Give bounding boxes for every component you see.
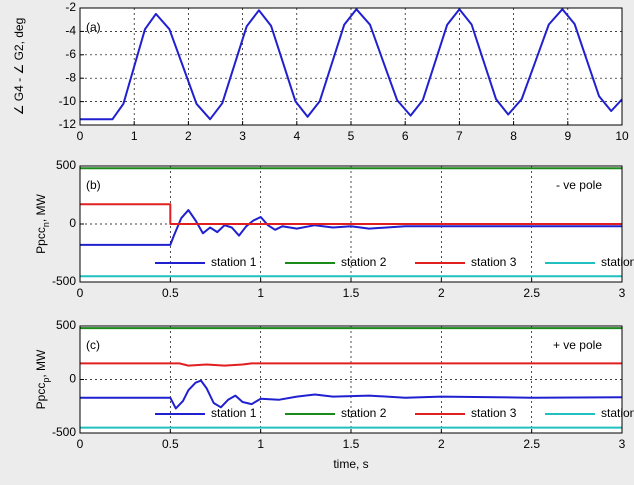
y-tick-label: -2 xyxy=(65,0,76,14)
legend-label: station 1 xyxy=(211,255,257,269)
panel-label: (b) xyxy=(86,178,101,192)
y-axis-label: ∠ G4 - ∠ G2, deg xyxy=(12,18,26,116)
x-tick-label: 4 xyxy=(293,129,300,143)
x-tick-label: 5 xyxy=(348,129,355,143)
x-tick-label: 1.5 xyxy=(343,437,360,451)
y-axis-label-text: Ppcc xyxy=(34,227,48,254)
x-tick-label: 1 xyxy=(257,437,264,451)
legend-label: station 1 xyxy=(211,406,257,420)
x-tick-label: 0.5 xyxy=(162,286,179,300)
x-tick-label: 1 xyxy=(257,286,264,300)
panel-label: (a) xyxy=(86,20,101,34)
x-tick-label: 2 xyxy=(438,437,445,451)
legend-label: station 3 xyxy=(471,406,517,420)
y-tick-label: 500 xyxy=(56,318,76,332)
legend-label: station 4 xyxy=(601,406,634,420)
y-tick-label: 500 xyxy=(56,158,76,172)
y-axis-label: Ppccp, MW xyxy=(34,349,51,409)
x-tick-label: 1.5 xyxy=(343,286,360,300)
x-tick-label: 6 xyxy=(402,129,409,143)
legend-label: station 4 xyxy=(601,255,634,269)
y-tick-label: -500 xyxy=(52,274,76,288)
y-tick-label: -6 xyxy=(65,47,76,61)
series-line xyxy=(80,203,622,225)
y-tick-label: -10 xyxy=(59,94,77,108)
axes-frame xyxy=(79,165,623,283)
x-tick-label: 3 xyxy=(619,286,626,300)
x-tick-label: 2 xyxy=(438,286,445,300)
series-line xyxy=(80,8,623,121)
x-tick-label: 0 xyxy=(77,129,84,143)
x-tick-label: 2.5 xyxy=(523,437,540,451)
series-line xyxy=(80,209,622,246)
x-tick-label: 3 xyxy=(619,437,626,451)
y-axis-label: Ppccn, MW xyxy=(34,193,51,253)
x-tick-label: 2 xyxy=(185,129,192,143)
y-tick-label: 0 xyxy=(69,372,76,386)
series-line xyxy=(80,379,623,410)
y-axis-label-unit: , MW xyxy=(34,193,48,222)
x-tick-label: 10 xyxy=(615,129,629,143)
y-tick-label: -500 xyxy=(52,425,76,439)
x-tick-label: 1 xyxy=(131,129,138,143)
y-axis-label-sub: p xyxy=(41,378,51,383)
y-tick-label: -8 xyxy=(65,70,76,84)
x-tick-label: 3 xyxy=(239,129,246,143)
legend-label: station 3 xyxy=(471,255,517,269)
series-line xyxy=(80,362,622,367)
annotation: + ve pole xyxy=(553,338,602,352)
x-tick-label: 0 xyxy=(77,437,84,451)
x-tick-label: 0 xyxy=(77,286,84,300)
y-tick-label: 0 xyxy=(69,216,76,230)
y-axis-label-sub: n xyxy=(41,222,51,227)
y-axis-label-text: Ppcc xyxy=(34,383,48,410)
axes-frame xyxy=(79,325,623,434)
x-tick-label: 0.5 xyxy=(162,437,179,451)
y-axis-label-unit: , MW xyxy=(34,349,48,378)
axes-frame xyxy=(79,7,623,126)
panel-label: (c) xyxy=(86,338,100,352)
x-tick-label: 2.5 xyxy=(523,286,540,300)
annotation: - ve pole xyxy=(556,178,602,192)
y-tick-label: -4 xyxy=(65,24,76,38)
x-tick-label: 8 xyxy=(510,129,517,143)
legend-label: station 2 xyxy=(341,255,387,269)
legend-label: station 2 xyxy=(341,406,387,420)
x-tick-label: 9 xyxy=(564,129,571,143)
plot-area xyxy=(80,8,622,125)
x-axis-label: time, s xyxy=(333,457,368,471)
x-tick-label: 7 xyxy=(456,129,463,143)
y-tick-label: -12 xyxy=(59,117,77,131)
